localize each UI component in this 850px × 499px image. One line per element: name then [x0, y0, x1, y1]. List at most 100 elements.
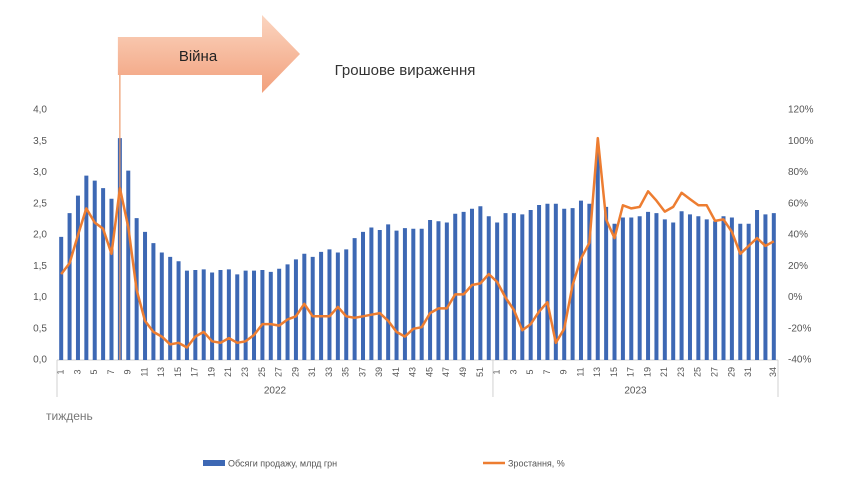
annotation-text: Війна [179, 48, 218, 65]
bar [67, 213, 72, 360]
bar [729, 217, 734, 360]
x-tick-label: 13 [156, 367, 166, 377]
bar [168, 256, 173, 360]
bar [352, 238, 357, 360]
bar [662, 219, 667, 360]
x-tick-label: 27 [709, 367, 719, 377]
bar [654, 213, 659, 360]
bar [260, 270, 265, 360]
x-tick-label: 25 [257, 367, 267, 377]
bar [679, 211, 684, 360]
x-tick-label: 23 [240, 367, 250, 377]
x-tick-label: 29 [726, 367, 736, 377]
bar [285, 264, 290, 360]
bar [637, 216, 642, 360]
bar [92, 180, 97, 360]
x-tick-label: 47 [441, 367, 451, 377]
x-tick-label: 19 [642, 367, 652, 377]
x-tick-label: 39 [374, 367, 384, 377]
bar [361, 231, 366, 360]
bar [377, 230, 382, 360]
x-tick-label: 51 [475, 367, 485, 377]
bar [101, 188, 106, 360]
bar [511, 213, 516, 360]
x-tick-label: 31 [743, 367, 753, 377]
y-tick-label: 3,0 [33, 167, 47, 178]
bar [553, 203, 558, 360]
x-tick-label: 7 [106, 369, 116, 374]
bar [411, 228, 416, 360]
x-tick-label: 45 [424, 367, 434, 377]
bar [646, 211, 651, 360]
bar [763, 214, 768, 360]
bar [545, 203, 550, 360]
bar [528, 210, 533, 360]
x-tick-label: 11 [139, 367, 149, 376]
bar [461, 211, 466, 360]
bar [59, 236, 64, 360]
x-tick-label: 19 [206, 367, 216, 377]
y2-tick-label: 100% [788, 136, 814, 147]
x-tick-label: 17 [190, 367, 200, 377]
bar [629, 217, 634, 360]
x-tick-label: 43 [408, 367, 418, 377]
y-tick-label: 3,5 [33, 136, 47, 147]
x-tick-label: 11 [575, 367, 585, 376]
bar [293, 259, 298, 360]
x-tick-label: 21 [223, 367, 233, 377]
bar [671, 222, 676, 360]
y-tick-label: 2,0 [33, 230, 47, 241]
bar [369, 227, 374, 360]
x-tick-label: 5 [525, 369, 535, 374]
bar [252, 270, 257, 360]
y2-tick-label: -40% [788, 355, 811, 366]
x-tick-label: 29 [290, 367, 300, 377]
bar [562, 208, 567, 360]
bar [344, 249, 349, 360]
bar [696, 216, 701, 360]
x-tick-label: 41 [391, 367, 401, 377]
x-tick-label: 37 [357, 367, 367, 377]
bar [587, 203, 592, 360]
x-tick-label: 9 [123, 369, 133, 374]
bar [604, 206, 609, 360]
bar [704, 219, 709, 360]
bar [721, 216, 726, 360]
bar [143, 231, 148, 360]
x-tick-label: 49 [458, 367, 468, 377]
line [60, 136, 775, 349]
bar [453, 213, 458, 360]
bar [713, 221, 718, 360]
x-tick-label: 9 [559, 369, 569, 374]
y-tick-label: 0,0 [33, 355, 47, 366]
bar [520, 214, 525, 360]
x-tick-label: 13 [592, 367, 602, 377]
y2-tick-label: 40% [788, 230, 808, 241]
x-tick-label: 1 [492, 369, 502, 374]
y2-tick-label: 20% [788, 261, 808, 272]
legend-label: Обсяги продажу, млрд грн [228, 458, 337, 468]
bar [226, 269, 231, 360]
x-tick-label: 34 [768, 367, 778, 377]
bar [428, 220, 433, 360]
bar [243, 270, 248, 360]
bar [310, 256, 315, 360]
bar [193, 270, 198, 360]
y2-tick-label: 80% [788, 167, 808, 178]
x-tick-label: 17 [626, 367, 636, 377]
legend-label: Зростання, % [508, 458, 565, 468]
x-tick-label: 31 [307, 367, 317, 377]
bar [159, 252, 164, 360]
bar [444, 222, 449, 360]
bar [386, 224, 391, 360]
bar [327, 249, 332, 360]
x-tick-label: 5 [89, 369, 99, 374]
bar [75, 195, 80, 360]
x-tick-label: 35 [341, 367, 351, 377]
x-tick-label: 15 [173, 367, 183, 377]
bar [268, 271, 273, 360]
bar [235, 274, 240, 360]
bar [126, 170, 131, 360]
bar [620, 217, 625, 360]
